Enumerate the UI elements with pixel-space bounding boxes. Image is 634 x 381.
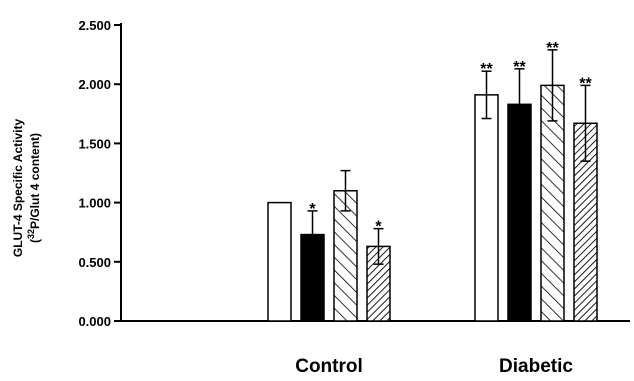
significance-marker: ** xyxy=(480,61,493,78)
bars: **** ****** xyxy=(267,40,598,322)
significance-marker: ** xyxy=(579,75,592,92)
y-tick-label: 0.500 xyxy=(78,255,111,270)
y-tick-label: 2.000 xyxy=(78,77,111,92)
y-tick-label: 1.000 xyxy=(78,196,111,211)
significance-marker: * xyxy=(375,219,382,236)
y-axis-title: GLUT-4 Specific Activity (32P/Glut 4 con… xyxy=(11,119,42,258)
y-axis-title-line2: (32P/Glut 4 content) xyxy=(26,133,42,243)
category-label-control: Control xyxy=(295,356,363,377)
bar-diabetic-1 xyxy=(474,94,499,322)
y-tick-label: 1.500 xyxy=(78,136,111,151)
bar-control-1 xyxy=(267,201,292,322)
significance-marker: ** xyxy=(513,59,526,76)
y-tick-label: 2.500 xyxy=(78,18,111,33)
category-label-diabetic: Diabetic xyxy=(499,356,573,377)
x-axis-labels: Control Diabetic xyxy=(295,356,573,377)
y-tick-label: 0.000 xyxy=(78,314,111,329)
significance-marker: * xyxy=(309,201,316,218)
y-axis-ticks: 0.000 0.500 1.000 1.500 2.000 2.500 xyxy=(78,18,121,329)
significance-marker: ** xyxy=(546,40,559,57)
y-axis-title-line1: GLUT-4 Specific Activity xyxy=(11,119,25,258)
